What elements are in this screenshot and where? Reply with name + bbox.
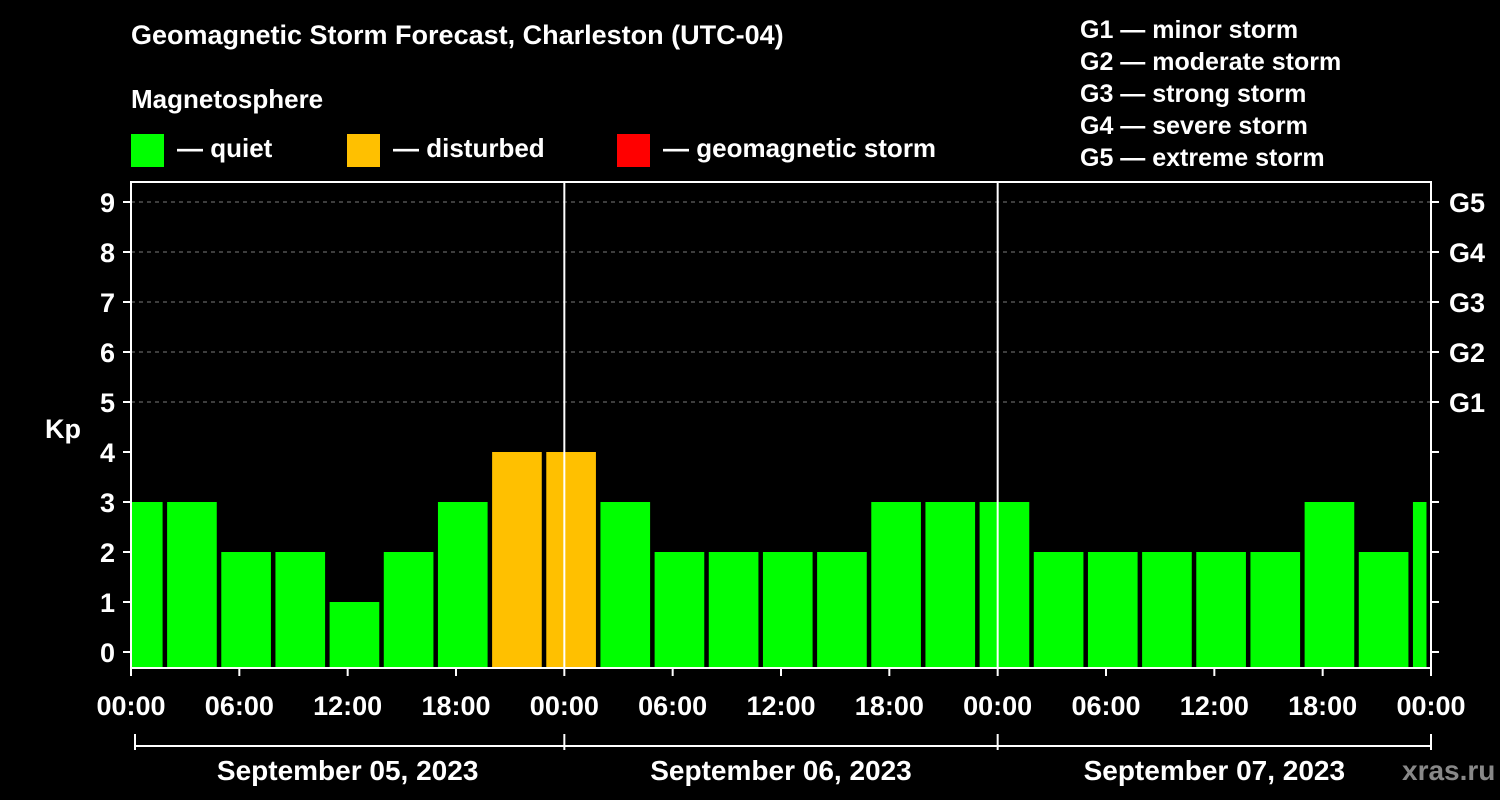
x-tick-label-7: 18:00 xyxy=(855,691,924,721)
y-axis-label: Kp xyxy=(45,414,81,444)
kp-bar-19 xyxy=(1142,552,1192,668)
x-tick-label-1: 06:00 xyxy=(205,691,274,721)
legend-swatch-disturbed xyxy=(347,134,380,167)
legend-swatch-storm xyxy=(617,134,650,167)
kp-bar-4 xyxy=(329,602,380,668)
kp-bar-0 xyxy=(131,502,163,668)
kp-bar-17 xyxy=(1033,552,1084,668)
kp-bar-21 xyxy=(1250,552,1301,668)
kp-bar-22 xyxy=(1304,502,1355,668)
y-tick-label-3: 3 xyxy=(100,488,115,518)
y-tick-label-1: 1 xyxy=(100,588,115,618)
day-label-1: September 06, 2023 xyxy=(650,755,912,786)
storm-scale-list: G1 — minor storm G2 — moderate storm G3 … xyxy=(1080,14,1341,174)
legend-label-quiet: — quiet xyxy=(177,133,273,163)
kp-bar-5 xyxy=(383,552,434,668)
x-tick-label-8: 00:00 xyxy=(963,691,1032,721)
y-tick-label-5: 5 xyxy=(100,388,115,418)
y-tick-label-9: 9 xyxy=(100,188,115,218)
storm-scale-g4: G4 — severe storm xyxy=(1080,112,1308,140)
kp-bar-9 xyxy=(600,502,651,668)
kp-bar-15 xyxy=(925,502,976,668)
x-tick-label-0: 00:00 xyxy=(96,691,165,721)
watermark: xras.ru xyxy=(1402,755,1496,786)
x-tick-label-12: 00:00 xyxy=(1396,691,1465,721)
right-tick-label-G2: G2 xyxy=(1449,338,1485,368)
y-tick-label-7: 7 xyxy=(100,288,115,318)
y-tick-label-6: 6 xyxy=(100,338,115,368)
y-tick-label-0: 0 xyxy=(100,638,115,668)
right-tick-label-G5: G5 xyxy=(1449,188,1485,218)
kp-bar-13 xyxy=(817,552,867,668)
legend-label-storm: — geomagnetic storm xyxy=(663,133,937,163)
x-tick-label-3: 18:00 xyxy=(421,691,490,721)
legend-heading: Magnetosphere xyxy=(131,84,324,114)
kp-bar-18 xyxy=(1087,552,1138,668)
kp-bar-20 xyxy=(1196,552,1246,668)
kp-bar-10 xyxy=(654,552,705,668)
x-tick-label-11: 18:00 xyxy=(1288,691,1357,721)
x-tick-label-5: 06:00 xyxy=(638,691,707,721)
x-tick-label-10: 12:00 xyxy=(1180,691,1249,721)
right-tick-label-G1: G1 xyxy=(1449,388,1485,418)
kp-bar-7 xyxy=(492,452,542,668)
kp-bar-11 xyxy=(708,552,759,668)
x-tick-label-9: 06:00 xyxy=(1071,691,1140,721)
kp-bar-3 xyxy=(275,552,326,668)
kp-bar-14 xyxy=(871,502,921,668)
storm-scale-g5: G5 — extreme storm xyxy=(1080,144,1325,172)
y-tick-label-2: 2 xyxy=(100,538,115,568)
kp-bar-8 xyxy=(546,452,596,668)
legend-label-disturbed: — disturbed xyxy=(393,133,545,163)
storm-scale-g2: G2 — moderate storm xyxy=(1080,48,1342,76)
y-tick-label-4: 4 xyxy=(100,438,115,468)
storm-scale-g3: G3 — strong storm xyxy=(1080,80,1307,108)
x-tick-label-6: 12:00 xyxy=(746,691,815,721)
kp-bar-24 xyxy=(1412,502,1427,668)
kp-bar-23 xyxy=(1358,552,1409,668)
x-tick-label-2: 12:00 xyxy=(313,691,382,721)
right-tick-label-G3: G3 xyxy=(1449,288,1485,318)
legend-swatch-quiet xyxy=(131,134,164,167)
kp-bar-2 xyxy=(221,552,271,668)
day-label-0: September 05, 2023 xyxy=(217,755,479,786)
kp-bar-16 xyxy=(979,502,1030,668)
y-tick-label-8: 8 xyxy=(100,238,115,268)
kp-bar-1 xyxy=(167,502,217,668)
kp-bar-12 xyxy=(762,552,813,668)
kp-bar-6 xyxy=(437,502,488,668)
chart-title: Geomagnetic Storm Forecast, Charleston (… xyxy=(131,20,784,50)
right-tick-label-G4: G4 xyxy=(1449,238,1485,268)
storm-scale-g1: G1 — minor storm xyxy=(1080,16,1299,44)
day-label-2: September 07, 2023 xyxy=(1084,755,1346,786)
x-tick-label-4: 00:00 xyxy=(530,691,599,721)
